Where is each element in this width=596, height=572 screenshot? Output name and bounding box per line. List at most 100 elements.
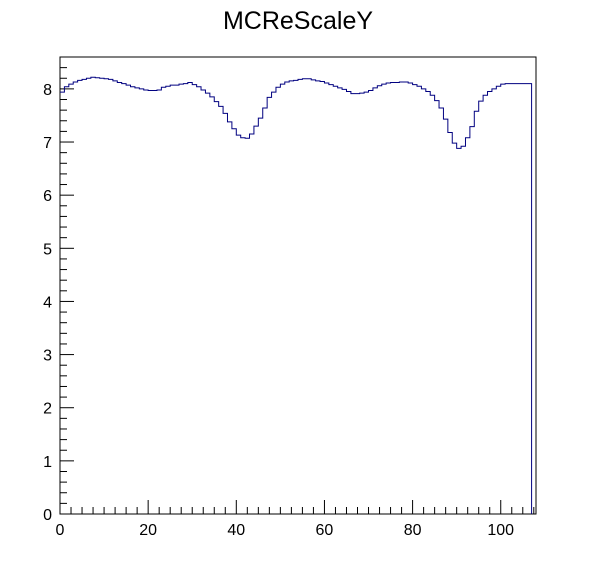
histogram-bin <box>108 79 112 514</box>
histogram-bin <box>78 80 82 514</box>
histogram-bin <box>439 108 443 514</box>
series-layer <box>60 76 533 514</box>
histogram-bin <box>82 79 86 514</box>
histogram-bin <box>391 83 395 514</box>
histogram-bin <box>157 90 161 514</box>
histogram-bin <box>69 84 73 514</box>
histogram-bin <box>272 92 276 514</box>
y-axis: 0 1 2 3 4 5 6 7 8 <box>43 56 74 524</box>
histogram-bin <box>382 84 386 514</box>
histogram-bin <box>523 84 527 514</box>
histogram-bin <box>232 129 236 514</box>
histogram-bin <box>280 84 284 514</box>
histogram-bin <box>360 93 364 514</box>
y-tick-label: 0 <box>43 507 52 524</box>
histogram-bin <box>113 81 117 514</box>
chart-title: MCReScaleY <box>223 7 373 35</box>
histogram-bin <box>289 81 293 514</box>
histogram-bin <box>267 97 271 514</box>
histogram-bin <box>443 119 447 514</box>
histogram-bin <box>91 77 95 514</box>
histogram-bin <box>346 92 350 514</box>
x-tick-label: 40 <box>227 522 245 539</box>
histogram-bin <box>492 89 496 514</box>
plot-frame <box>59 56 537 515</box>
histogram-bin <box>329 85 333 514</box>
histogram-bin <box>488 92 492 514</box>
histogram-bin <box>413 85 417 514</box>
histogram-bin <box>153 90 157 514</box>
histogram-bin <box>276 87 280 514</box>
histogram-bin <box>175 85 179 514</box>
histogram-bin <box>408 83 412 514</box>
histogram-bin <box>373 88 377 514</box>
histogram-bin <box>60 92 64 514</box>
histogram-bin <box>144 90 148 514</box>
histogram-bin <box>307 79 311 514</box>
histogram-bin <box>377 86 381 514</box>
histogram-bin <box>483 95 487 514</box>
histogram-bin <box>302 79 306 514</box>
histogram-bin <box>386 83 390 514</box>
histogram-bin <box>351 94 355 514</box>
histogram-bin <box>474 111 478 514</box>
histogram-bin <box>470 127 474 514</box>
y-tick-label: 4 <box>43 294 52 311</box>
histogram-bin <box>395 83 399 514</box>
y-tick-label: 1 <box>43 454 52 471</box>
histogram-bin <box>179 84 183 514</box>
histogram-bin <box>73 82 77 514</box>
histogram-bin <box>479 101 483 514</box>
histogram-bin <box>166 86 170 514</box>
y-tick-label: 2 <box>43 401 52 418</box>
histogram-bin <box>316 81 320 514</box>
histogram-bin <box>527 84 531 514</box>
histogram-bin <box>342 89 346 514</box>
histogram-bin <box>95 78 99 514</box>
histogram-bin <box>188 83 192 514</box>
histogram-bin <box>227 122 231 514</box>
histogram-bin <box>355 94 359 514</box>
histogram-bin <box>148 90 152 514</box>
x-tick-label: 20 <box>139 522 157 539</box>
histogram-bin <box>417 86 421 514</box>
histogram-bin <box>430 95 434 514</box>
y-tick-label: 8 <box>43 82 52 99</box>
histogram-bin <box>399 82 403 514</box>
histogram-bin <box>64 87 68 514</box>
histogram-bin <box>241 138 245 514</box>
histogram-bin <box>426 92 430 514</box>
histogram-bin <box>100 78 104 514</box>
histogram-bin <box>505 84 509 514</box>
histogram-bin <box>324 83 328 514</box>
histogram-bin <box>170 85 174 514</box>
histogram-bin <box>254 126 258 514</box>
histogram-bin <box>461 146 465 514</box>
y-tick-label: 5 <box>43 241 52 258</box>
x-tick-label: 0 <box>56 522 65 539</box>
histogram-bin <box>298 79 302 514</box>
histogram-bin <box>192 85 196 514</box>
histogram-bin <box>510 84 514 514</box>
histogram-outline <box>60 76 533 514</box>
histogram-bin <box>258 118 262 514</box>
x-tick-label: 60 <box>316 522 334 539</box>
x-tick-label: 80 <box>404 522 422 539</box>
histogram-bin <box>294 80 298 514</box>
histogram-bin <box>364 92 368 514</box>
histogram-bin <box>452 143 456 514</box>
histogram-bin <box>236 135 240 514</box>
histogram-bin <box>210 97 214 514</box>
histogram-bin <box>117 83 121 514</box>
histogram-bin <box>501 84 505 514</box>
x-axis: 0 20 40 60 80 100 <box>56 500 535 539</box>
histogram-bin <box>86 78 90 514</box>
histogram-bin <box>333 86 337 514</box>
histogram-bin <box>183 84 187 514</box>
y-tick-label: 7 <box>43 135 52 152</box>
histogram-bin <box>448 132 452 514</box>
histogram-bin <box>496 86 500 514</box>
histogram-bin <box>126 85 130 514</box>
histogram-bin <box>122 84 126 514</box>
